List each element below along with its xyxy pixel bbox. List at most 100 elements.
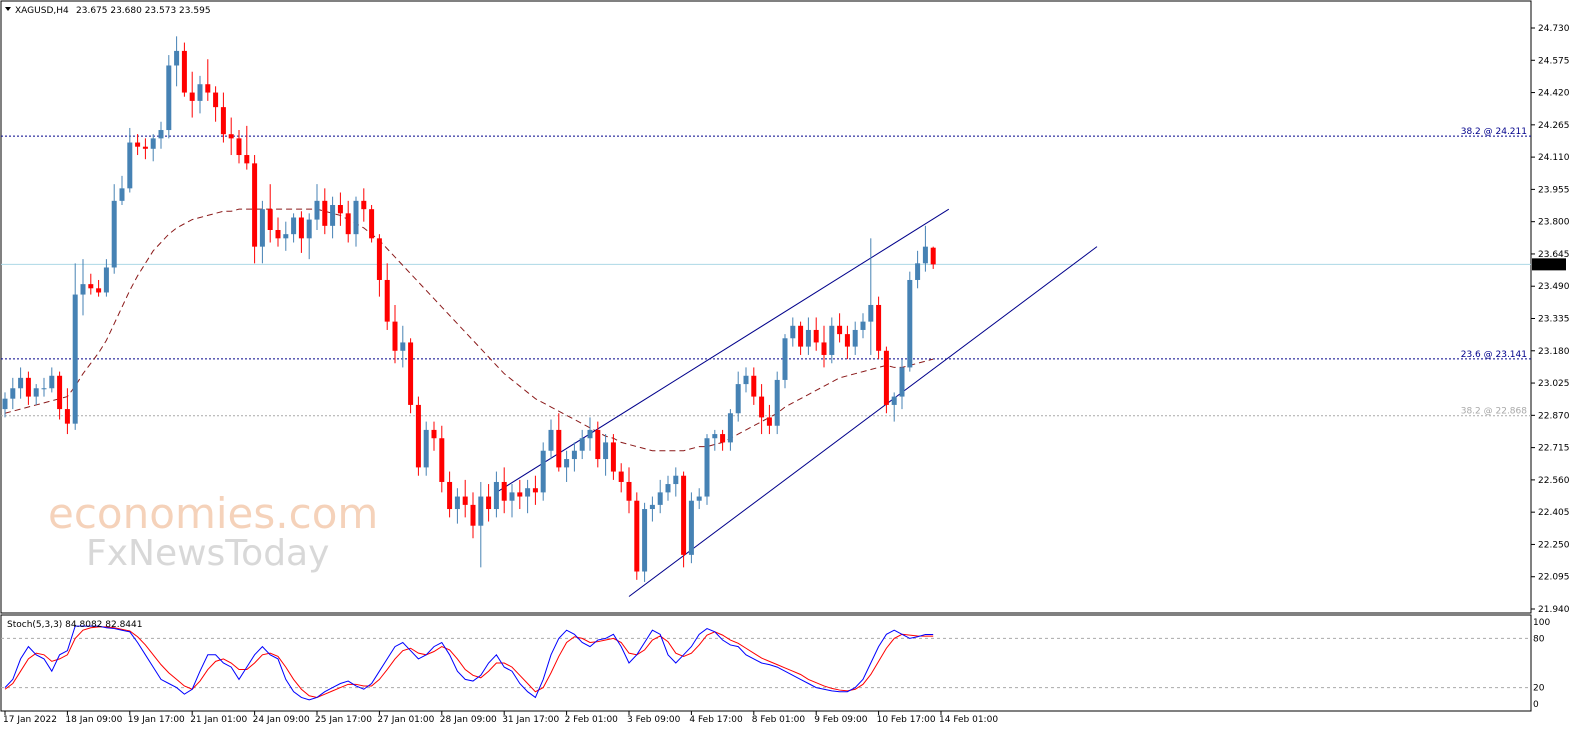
candle-body	[774, 379, 780, 426]
price-tick-label: 22.095	[1538, 573, 1570, 583]
candle-body	[415, 404, 421, 468]
candle-body	[626, 481, 632, 501]
price-tick-label: 22.405	[1538, 508, 1570, 518]
candle-body	[275, 229, 281, 239]
candle-body	[57, 375, 63, 410]
price-tick-label: 24.265	[1538, 121, 1570, 131]
candle-body	[291, 217, 297, 235]
chart-symbol: XAGUSD,H4	[15, 6, 69, 16]
candle-body	[891, 396, 897, 405]
candle-body	[751, 375, 757, 397]
candle-body	[844, 334, 850, 347]
candle-body	[174, 50, 180, 66]
candle-body	[790, 325, 796, 339]
candle-body	[548, 429, 554, 451]
candle-body	[837, 325, 843, 335]
price-tick-label: 23.800	[1538, 218, 1570, 228]
candle-body	[447, 481, 453, 510]
candle-body	[915, 263, 921, 280]
candle-body	[634, 500, 640, 572]
time-tick-label: 27 Jan 01:00	[377, 715, 434, 725]
candle-body	[704, 438, 710, 497]
candle-body	[189, 92, 195, 101]
candle-body	[88, 284, 94, 289]
candles	[2, 36, 936, 582]
candle-body	[454, 496, 460, 510]
time-tick-label: 31 Jan 17:00	[502, 715, 559, 725]
candle-body	[41, 388, 47, 390]
time-tick-label: 4 Feb 17:00	[689, 715, 743, 725]
stochastic-panel: 100 80 20 0	[1, 618, 1550, 710]
channel-lower-line	[628, 246, 1098, 597]
candle-body	[571, 450, 577, 460]
time-tick-label: 25 Jan 17:00	[315, 715, 372, 725]
candle-body	[712, 434, 718, 439]
price-tick-label: 24.730	[1538, 24, 1570, 34]
candle-body	[49, 375, 55, 389]
candle-body	[345, 213, 351, 235]
candle-body	[431, 429, 437, 439]
candle-body	[228, 134, 234, 139]
price-tick-label: 22.870	[1538, 411, 1570, 421]
price-tick-label: 22.560	[1538, 476, 1570, 486]
candle-body	[408, 342, 414, 405]
candle-body	[135, 142, 141, 147]
candle-body	[899, 367, 905, 397]
candle-body	[525, 488, 531, 497]
candle-body	[876, 304, 882, 351]
candle-body	[298, 217, 304, 239]
candle-body	[798, 325, 804, 347]
candle-body	[649, 504, 655, 510]
main-panel-frame	[0, 0, 1532, 614]
candle-body	[813, 329, 819, 343]
candle-body	[657, 492, 663, 505]
stoch-main-line	[4, 625, 934, 701]
current-price-label: 23.595	[1534, 260, 1566, 270]
candle-body	[96, 288, 102, 293]
candle-body	[665, 484, 671, 493]
candle-body	[673, 475, 679, 485]
candle-body	[493, 481, 499, 510]
candle-body	[829, 325, 835, 355]
price-tick-label: 23.335	[1538, 315, 1570, 325]
watermark-fxnewstoday: FxNewsToday	[86, 533, 329, 574]
candle-body	[392, 321, 398, 351]
candle-body	[782, 338, 788, 380]
fib-level-label: 38.2 @ 24.211	[1461, 127, 1527, 137]
stoch-tick-label: 0	[1533, 700, 1539, 710]
candle-body	[860, 321, 866, 330]
candle-body	[400, 342, 406, 351]
dropdown-triangle-icon[interactable]	[5, 7, 11, 11]
candle-body	[517, 492, 523, 497]
candle-body	[197, 84, 203, 101]
candle-body	[166, 65, 172, 131]
time-tick-label: 10 Feb 17:00	[877, 715, 936, 725]
candle-body	[681, 475, 687, 555]
candle-body	[759, 396, 765, 418]
candle-body	[353, 200, 359, 235]
trend-channel	[496, 208, 1098, 597]
candle-body	[642, 509, 648, 572]
fib-level-label: 23.6 @ 23.141	[1461, 350, 1527, 360]
candle-body	[805, 329, 811, 347]
candle-body	[735, 384, 741, 414]
price-tick-label: 22.250	[1538, 540, 1570, 550]
candle-body	[259, 209, 265, 247]
candle-body	[618, 471, 624, 482]
price-tick-label: 24.575	[1538, 56, 1570, 66]
candle-body	[883, 350, 889, 405]
candle-body	[696, 496, 702, 501]
candle-body	[80, 284, 86, 295]
candle-body	[384, 279, 390, 322]
candle-body	[213, 92, 219, 108]
candle-body	[564, 459, 570, 468]
candle-body	[361, 200, 367, 210]
candle-body	[907, 279, 913, 368]
candle-body	[236, 138, 242, 156]
stoch-signal-line	[4, 626, 934, 698]
time-tick-label: 28 Jan 09:00	[440, 715, 497, 725]
price-tick-label: 24.420	[1538, 89, 1570, 99]
candle-body	[376, 238, 382, 280]
current-price-box	[1532, 258, 1566, 271]
